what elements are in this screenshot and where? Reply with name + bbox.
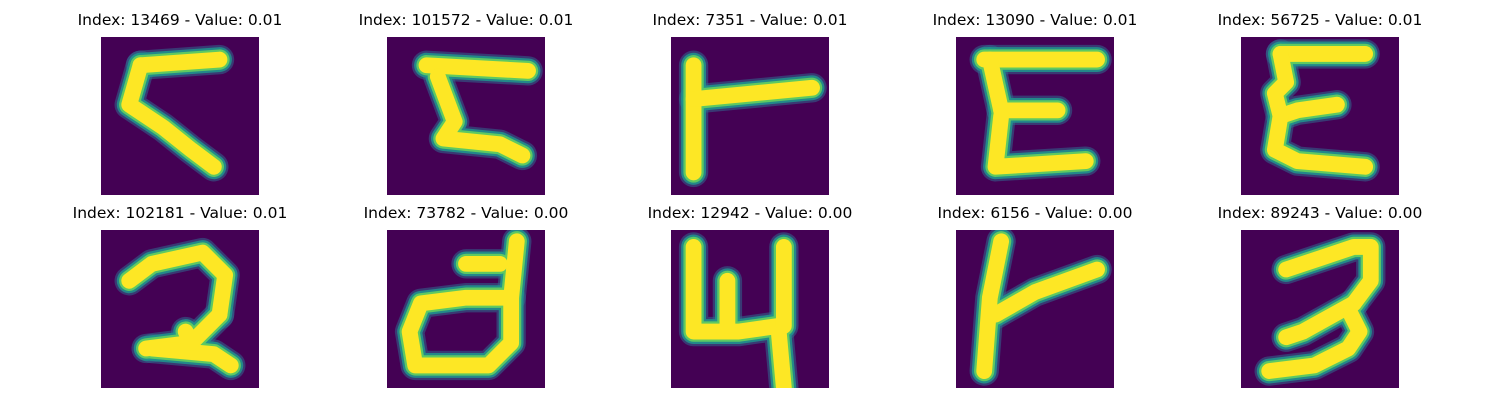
- character-image: [1241, 230, 1399, 388]
- handwritten-glyph: [678, 232, 799, 388]
- glyph-stroke: [418, 57, 536, 79]
- panel-title: Index: 89243 - Value: 0.00: [1217, 204, 1423, 222]
- glyph-stroke: [987, 108, 1094, 175]
- image-panel: Index: 102181 - Value: 0.01: [65, 203, 295, 388]
- glyph-stroke: [1266, 108, 1374, 175]
- panel-title: Index: 13090 - Value: 0.01: [932, 11, 1138, 29]
- handwritten-glyph: [114, 237, 246, 381]
- panel-title: Index: 6156 - Value: 0.00: [937, 204, 1133, 222]
- image-panel: Index: 13090 - Value: 0.01: [920, 10, 1150, 195]
- glyph-stroke: [987, 261, 1105, 323]
- image-panel: Index: 73782 - Value: 0.00: [351, 203, 581, 388]
- panel-title: Index: 13469 - Value: 0.01: [77, 11, 283, 29]
- glyph-stroke: [503, 233, 525, 306]
- image-panel: Index: 56725 - Value: 0.01: [1205, 10, 1435, 195]
- glyph-stroke: [143, 340, 239, 374]
- glyph-stroke: [685, 79, 820, 107]
- panel-title: Index: 101572 - Value: 0.01: [358, 11, 574, 29]
- image-panel: Index: 6156 - Value: 0.00: [920, 203, 1150, 388]
- image-panel: Index: 12942 - Value: 0.00: [635, 203, 865, 388]
- glyph-stroke: [1278, 239, 1379, 312]
- handwritten-glyph: [411, 50, 543, 171]
- character-image: [956, 37, 1114, 195]
- panel-title: Index: 7351 - Value: 0.01: [652, 11, 848, 29]
- character-image: [956, 230, 1114, 388]
- image-panel: Index: 89243 - Value: 0.00: [1205, 203, 1435, 388]
- glyph-stroke: [1266, 46, 1345, 124]
- glyph-stroke: [401, 289, 520, 374]
- glyph-stroke: [121, 57, 222, 175]
- handwritten-glyph: [969, 230, 1112, 386]
- character-image: [387, 37, 545, 195]
- character-image: [101, 230, 259, 388]
- character-image: [387, 230, 545, 388]
- glyph-stroke: [981, 51, 1010, 119]
- glyph-stroke: [685, 239, 792, 388]
- panel-title: Index: 56725 - Value: 0.01: [1217, 11, 1423, 29]
- glyph-stroke: [429, 68, 531, 164]
- handwritten-glyph: [969, 44, 1112, 182]
- glyph-stroke: [1261, 301, 1368, 379]
- image-panel: Index: 13469 - Value: 0.01: [65, 10, 295, 195]
- panel-title: Index: 12942 - Value: 0.00: [647, 204, 853, 222]
- glyph-stroke: [121, 244, 234, 323]
- handwritten-glyph: [394, 230, 532, 381]
- panel-title: Index: 73782 - Value: 0.00: [363, 204, 569, 222]
- handwritten-glyph: [1260, 39, 1380, 182]
- glyph-stroke: [1278, 295, 1362, 346]
- character-image: [101, 37, 259, 195]
- character-image: [671, 37, 829, 195]
- character-image: [671, 230, 829, 388]
- image-panel: Index: 7351 - Value: 0.01: [635, 10, 865, 195]
- handwritten-glyph: [678, 50, 827, 188]
- glyph-stroke: [976, 233, 1010, 379]
- handwritten-glyph: [114, 44, 235, 182]
- glyph-stroke: [177, 323, 200, 351]
- image-panel: Index: 101572 - Value: 0.01: [351, 10, 581, 195]
- panel-title: Index: 102181 - Value: 0.01: [72, 204, 288, 222]
- character-image: [1241, 37, 1399, 195]
- handwritten-glyph: [1254, 232, 1386, 386]
- glyph-stroke: [132, 51, 228, 74]
